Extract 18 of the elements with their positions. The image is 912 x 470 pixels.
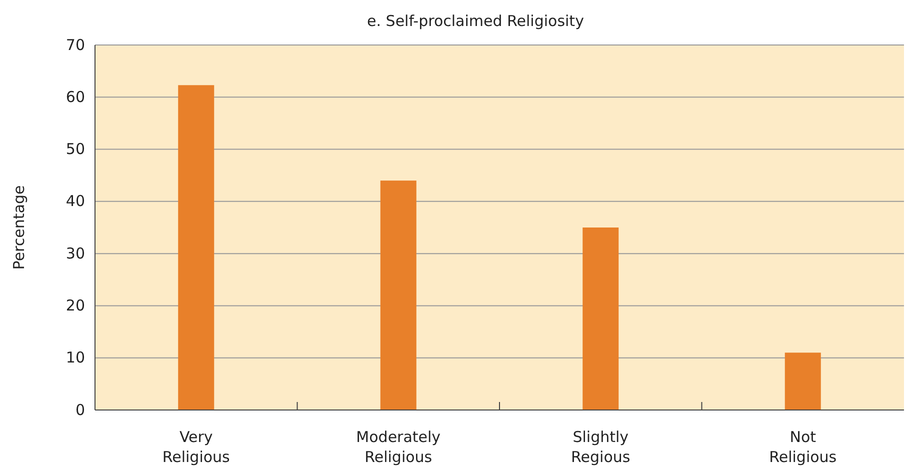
x-tick-label: Moderately Religious <box>356 428 441 466</box>
bar <box>784 352 821 410</box>
x-tick-label: Slightly Regious <box>571 428 630 466</box>
y-tick-label: 60 <box>66 88 85 106</box>
y-tick-label: 50 <box>66 140 85 158</box>
y-tick-label: 70 <box>66 36 85 54</box>
x-tick-label: Very Religious <box>162 428 230 466</box>
y-tick-label: 30 <box>66 244 85 262</box>
y-axis-title: Percentage <box>10 185 28 270</box>
chart-title: e. Self-proclaimed Religiosity <box>367 12 584 30</box>
bar <box>582 228 619 410</box>
y-tick-label: 20 <box>66 296 85 315</box>
x-tick-label: Not Religious <box>769 428 837 466</box>
y-tick-label: 40 <box>66 192 85 210</box>
y-tick-label: 0 <box>75 400 85 419</box>
bar <box>178 85 214 410</box>
bar <box>380 180 416 410</box>
y-tick-label: 10 <box>66 348 85 367</box>
